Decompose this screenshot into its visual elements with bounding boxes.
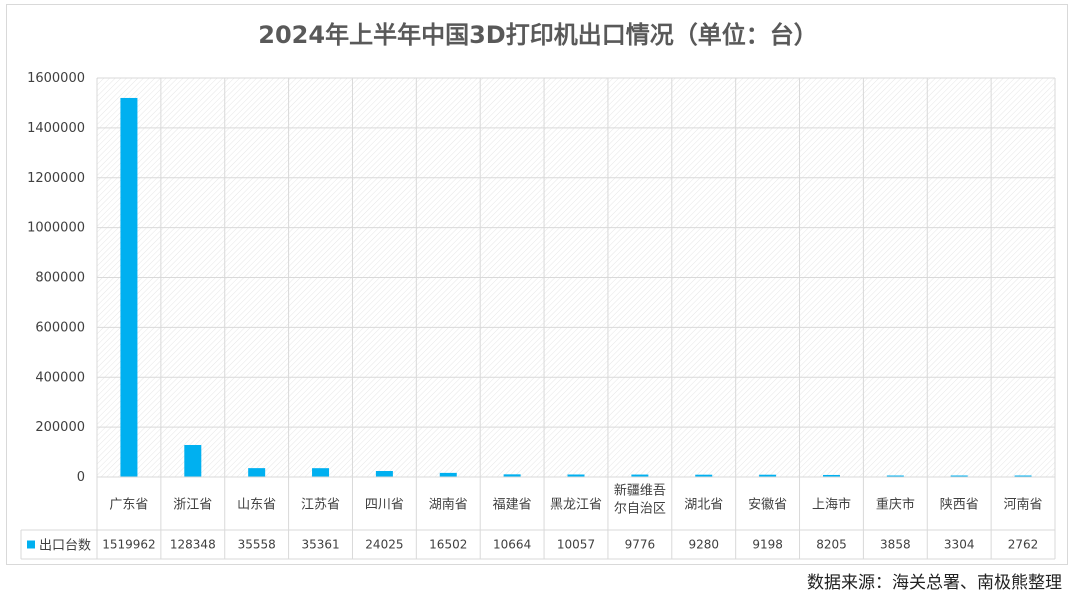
x-category-label: 黑龙江省	[550, 498, 602, 513]
x-category-label: 新疆维吾尔自治区	[614, 483, 666, 517]
bar-14	[950, 475, 968, 477]
x-category-label: 上海市	[812, 497, 851, 513]
x-category-label: 四川省	[365, 498, 404, 513]
bar-15	[1014, 475, 1032, 477]
data-value-label: 16502	[429, 538, 467, 552]
data-value-label: 3304	[944, 538, 975, 552]
data-value-label: 24025	[365, 538, 403, 552]
y-tick-label: 800000	[35, 271, 85, 286]
data-value-label: 128348	[170, 538, 216, 552]
chart-frame: 2024年上半年中国3D打印机出口情况（单位：台） 0 200000 400000 6…	[6, 4, 1068, 565]
y-tick-label: 1000000	[27, 221, 85, 236]
x-category-label: 河南省	[1004, 497, 1043, 513]
legend-swatch	[27, 540, 35, 549]
x-category-label: 广东省	[109, 498, 148, 513]
y-tick-label: 200000	[35, 420, 85, 435]
data-value-label: 9280	[688, 538, 719, 552]
x-category-label: 陕西省	[940, 498, 979, 513]
data-value-label: 10057	[557, 538, 595, 552]
y-tick-label: 1200000	[27, 171, 85, 186]
bar-12	[822, 474, 840, 477]
bar-9	[631, 474, 649, 477]
series-name-label: 出口台数	[39, 539, 91, 554]
data-value-label: 9776	[625, 538, 656, 552]
y-tick-label: 600000	[35, 320, 85, 335]
x-category-label: 湖南省	[429, 497, 468, 513]
x-category-label: 湖北省	[684, 498, 723, 513]
bar-13	[886, 475, 904, 477]
data-value-label: 35558	[238, 538, 276, 552]
x-category-label: 安徽省	[748, 498, 787, 513]
x-category-label: 福建省	[493, 498, 532, 513]
bar-2	[184, 444, 202, 477]
chart-plot: 0 200000 400000 600000 800000 1000000 1200000 1…	[20, 71, 1056, 560]
bar-6	[439, 472, 457, 477]
bar-4	[312, 468, 330, 477]
data-value-label: 1519962	[102, 538, 155, 552]
y-tick-label: 400000	[35, 370, 85, 385]
bar-3	[248, 468, 266, 477]
bar-1	[120, 97, 138, 477]
x-category-label: 江苏省	[301, 497, 340, 513]
y-tick-label: 1400000	[27, 121, 85, 136]
data-value-label: 9198	[752, 538, 783, 552]
bar-8	[567, 474, 585, 477]
x-category-label: 浙江省	[173, 498, 212, 513]
data-value-label: 2762	[1008, 538, 1039, 552]
data-value-label: 8205	[816, 538, 847, 552]
x-category-label: 重庆市	[876, 497, 915, 513]
bar-5	[375, 471, 393, 477]
bar-7	[503, 474, 521, 477]
data-value-label: 3858	[880, 538, 911, 552]
bar-11	[759, 474, 777, 477]
bar-10	[695, 474, 713, 477]
x-category-label: 山东省	[237, 498, 276, 513]
y-tick-label: 0	[77, 470, 85, 485]
y-tick-label: 1600000	[27, 71, 85, 86]
data-value-label: 10664	[493, 538, 531, 552]
data-value-label: 35361	[301, 538, 339, 552]
chart-title: 2024年上半年中国3D打印机出口情况（单位：台）	[258, 21, 818, 49]
source-note: 数据来源：海关总署、南极熊整理	[807, 573, 1062, 593]
